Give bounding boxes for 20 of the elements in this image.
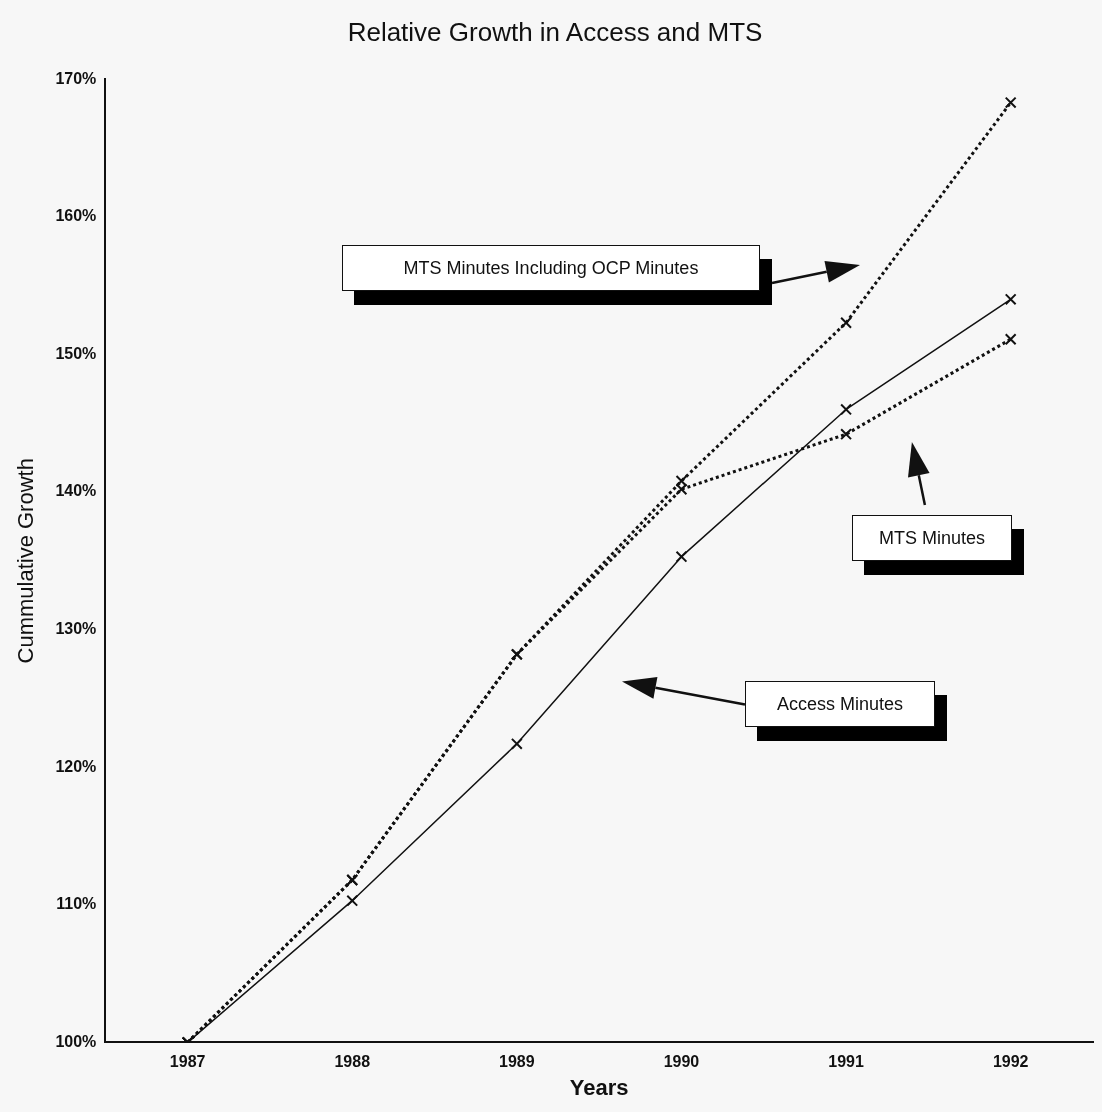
- y-tick-label: 100%: [55, 1032, 97, 1050]
- y-tick-label: 150%: [55, 344, 97, 362]
- x-tick-label: 1991: [828, 1053, 864, 1071]
- x-tick-label: 1990: [663, 1053, 700, 1071]
- y-tick-label: 120%: [55, 757, 97, 775]
- y-tick-label: 110%: [56, 895, 97, 913]
- y-tick-label: 170%: [55, 69, 97, 87]
- y-tick-label: 140%: [55, 482, 97, 500]
- x-tick-label: 1987: [169, 1053, 206, 1071]
- x-tick-label: 1988: [334, 1053, 371, 1071]
- x-tick-label: 1989: [499, 1053, 535, 1071]
- y-tick-label: 160%: [55, 207, 97, 225]
- chart-title: Relative Growth in Access and MTS: [347, 16, 763, 47]
- callout-box: MTS Minutes: [852, 515, 1012, 561]
- y-axis-title: Cummulative Growth: [13, 458, 39, 664]
- y-tick-label: 130%: [55, 620, 97, 638]
- x-axis-title: Years: [569, 1074, 629, 1100]
- x-tick-label: 1992: [992, 1053, 1029, 1071]
- callout-box: MTS Minutes Including OCP Minutes: [342, 245, 760, 291]
- callout-box: Access Minutes: [745, 681, 935, 727]
